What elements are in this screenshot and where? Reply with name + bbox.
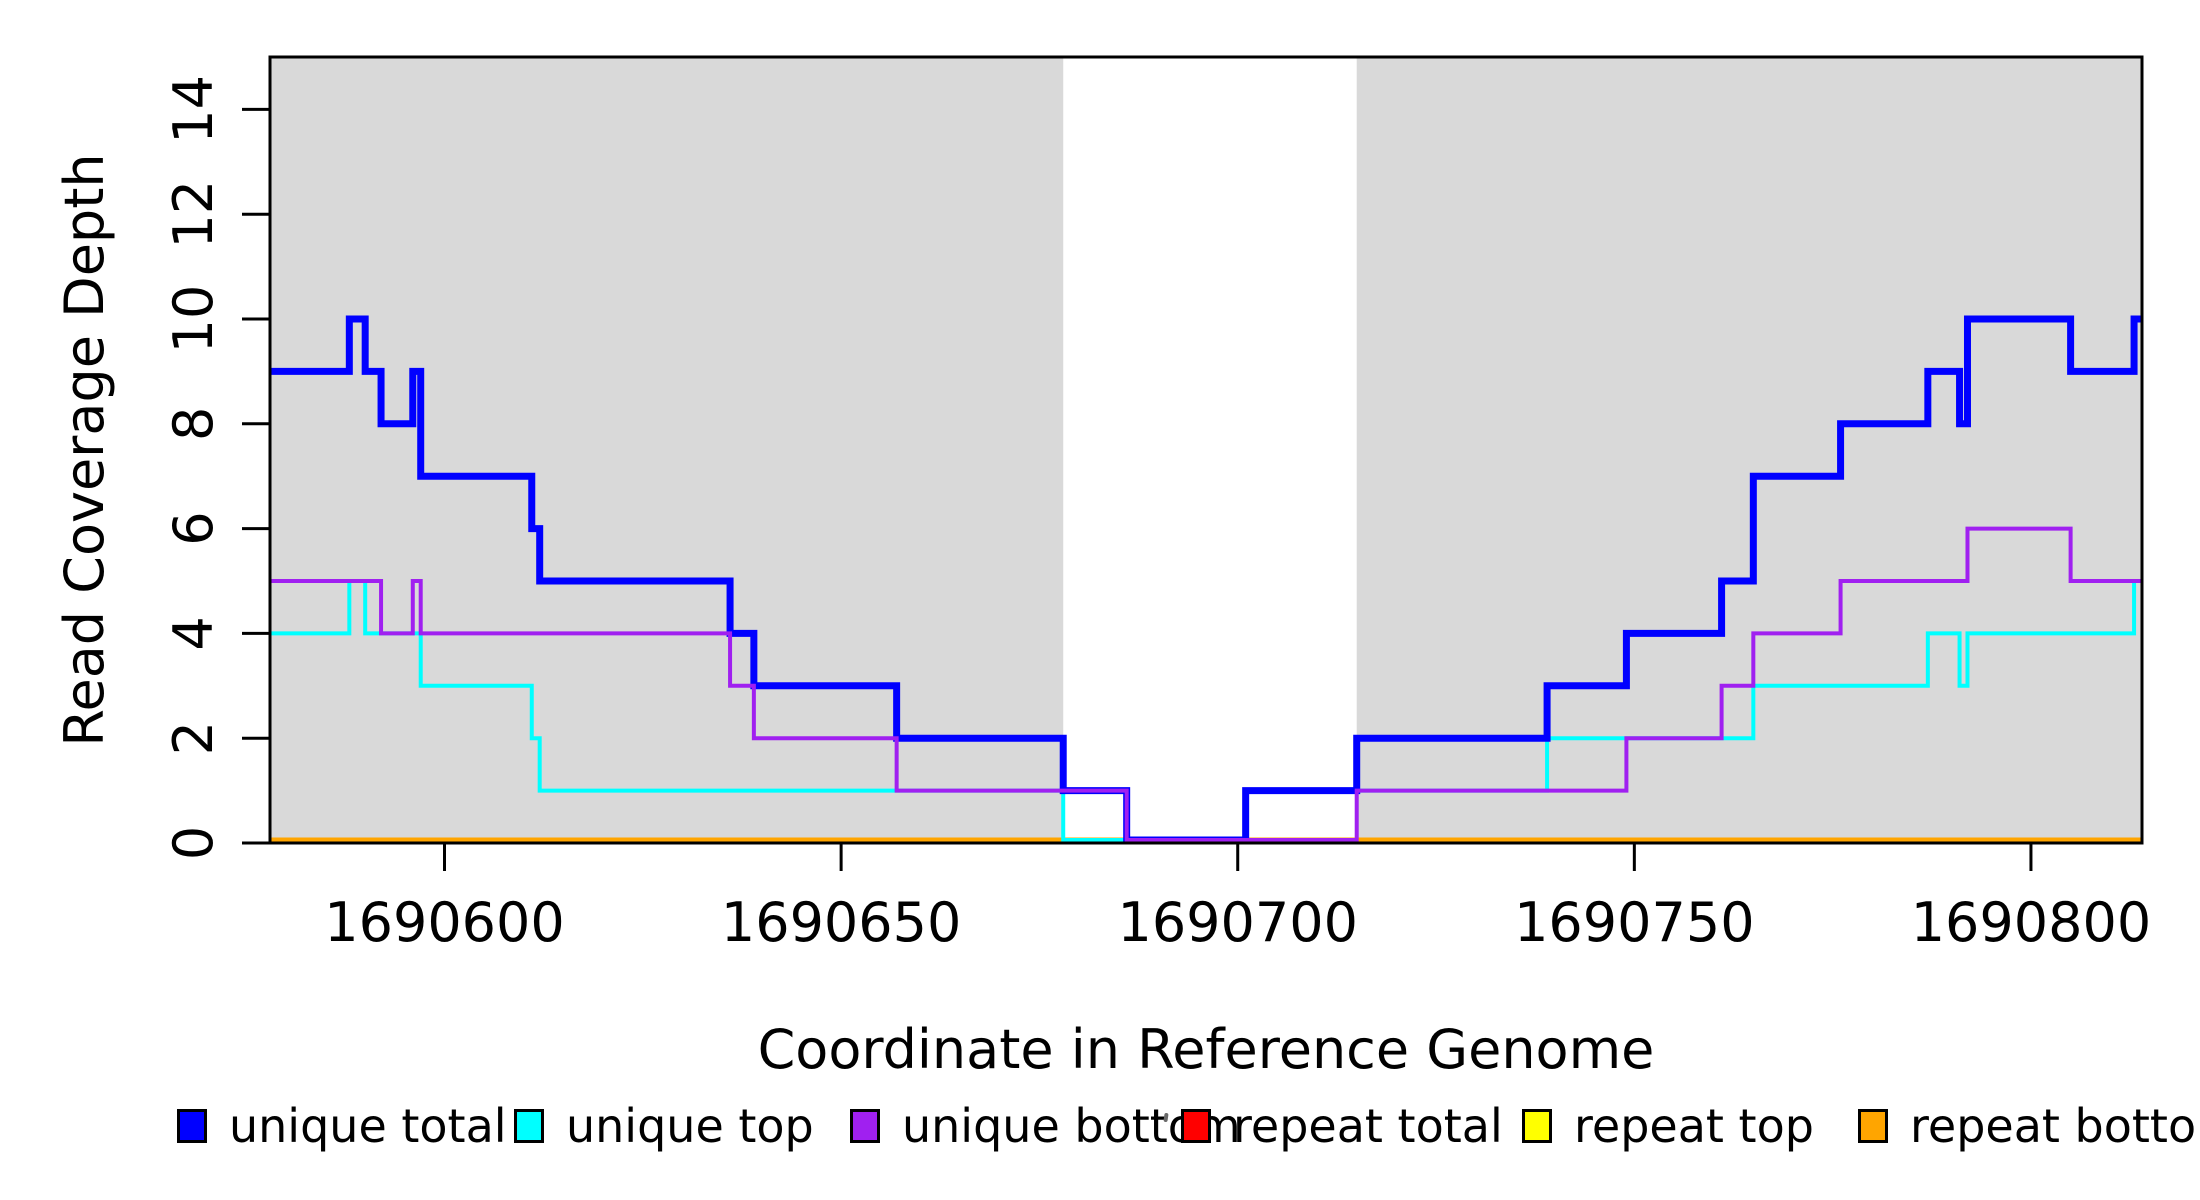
legend-swatch-unique-bottom (850, 1109, 880, 1143)
legend-label: unique top (566, 1099, 814, 1153)
shaded-region-repeat-masked-right (1356, 57, 2142, 843)
legend-item-repeat-bottom: repeat bottom (1858, 1099, 2200, 1153)
legend-label: unique total (229, 1099, 507, 1153)
x-tick-label: 1690800 (1911, 891, 2152, 954)
x-tick-label: 1690650 (721, 891, 962, 954)
x-tick-label: 1690750 (1514, 891, 1755, 954)
repeat-region-bands (270, 57, 2142, 843)
y-tick-label: 12 (162, 180, 225, 249)
plot-box (268, 55, 2144, 845)
y-tick-label: 0 (162, 826, 225, 860)
y-axis-label: Read Coverage Depth (53, 153, 116, 746)
y-tick-label: 2 (162, 721, 225, 755)
x-axis-label: Coordinate in Reference Genome (758, 1018, 1655, 1081)
x-tick-label: 1690700 (1117, 891, 1358, 954)
legend-item-repeat-total: repeat total (1181, 1099, 1503, 1153)
legend-item-unique-top: unique top (514, 1099, 814, 1153)
legend-label: repeat top (1574, 1099, 1814, 1153)
y-tick-label: 10 (162, 285, 225, 354)
shaded-region-repeat-masked-left (270, 57, 1064, 843)
y-axis: 0 2 4 6 8 10 12 14 (162, 75, 270, 860)
legend-swatch-repeat-bottom (1858, 1109, 1888, 1143)
y-tick-label: 6 (162, 511, 225, 545)
x-tick-label: 1690600 (324, 891, 565, 954)
legend-swatch-unique-top (514, 1109, 544, 1143)
legend-swatch-unique-total (177, 1109, 207, 1143)
legend-item-repeat-top: repeat top (1522, 1099, 1814, 1153)
legend-label: repeat total (1233, 1099, 1503, 1153)
y-tick-label: 14 (162, 75, 225, 144)
y-tick-label: 8 (162, 407, 225, 441)
legend-swatch-repeat-total (1181, 1109, 1211, 1143)
y-tick-label: 4 (162, 616, 225, 650)
legend-item-unique-total: unique total (177, 1099, 507, 1153)
legend-swatch-repeat-top (1522, 1109, 1552, 1143)
legend-label: repeat bottom (1910, 1099, 2200, 1153)
coverage-series-lines (270, 315, 2142, 844)
x-axis: 1690600 1690650 1690700 1690750 1690800 (324, 843, 2151, 954)
series-line-unique-bottom (270, 526, 2142, 842)
